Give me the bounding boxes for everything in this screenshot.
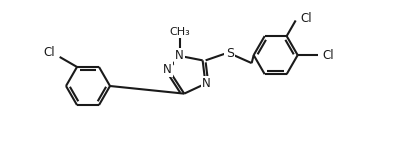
- Text: N: N: [163, 63, 172, 76]
- Text: S: S: [226, 47, 234, 60]
- Text: Cl: Cl: [323, 49, 334, 62]
- Text: N: N: [202, 77, 211, 90]
- Text: N: N: [175, 49, 184, 62]
- Text: CH₃: CH₃: [169, 27, 190, 37]
- Text: Cl: Cl: [301, 12, 312, 25]
- Text: Cl: Cl: [43, 46, 55, 59]
